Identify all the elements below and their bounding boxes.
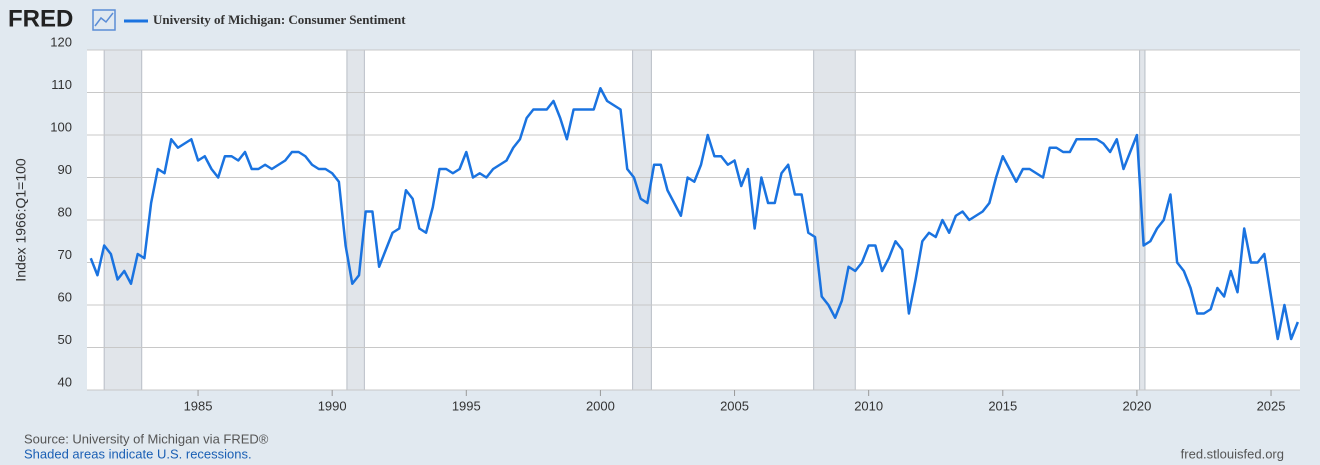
y-tick-label: 90 xyxy=(58,162,72,177)
y-tick-label: 80 xyxy=(58,204,72,219)
x-tick-label: 1985 xyxy=(184,398,213,413)
y-tick-label: 100 xyxy=(50,119,72,134)
x-tick-label: 2005 xyxy=(720,398,749,413)
logo-icon xyxy=(92,9,116,31)
y-tick-label: 110 xyxy=(51,77,72,92)
x-tick-label: 2010 xyxy=(854,398,883,413)
logo-icon-line xyxy=(94,12,114,27)
y-tick-label: 120 xyxy=(50,34,72,49)
recession-note: Shaded areas indicate U.S. recessions. xyxy=(24,446,252,461)
y-tick-label: 40 xyxy=(58,374,72,389)
y-axis-label: Index 1966:Q1=100 xyxy=(13,158,29,282)
y-tick-label: 70 xyxy=(58,247,72,262)
brand-logo: FRED xyxy=(8,5,73,32)
x-tick-label: 2025 xyxy=(1257,398,1286,413)
y-tick-label: 50 xyxy=(58,332,72,347)
x-tick-label: 1995 xyxy=(452,398,481,413)
y-tick-label: 60 xyxy=(58,289,72,304)
source: Source: University of Michigan via FRED® xyxy=(24,431,269,446)
legend-label: University of Michigan: Consumer Sentime… xyxy=(153,12,406,27)
x-tick-label: 1990 xyxy=(318,398,347,413)
site: fred.stlouisfed.org xyxy=(1181,446,1284,461)
x-tick-label: 2020 xyxy=(1122,398,1151,413)
x-tick-label: 2015 xyxy=(988,398,1017,413)
x-tick-label: 2000 xyxy=(586,398,615,413)
series-line xyxy=(89,87,1300,341)
